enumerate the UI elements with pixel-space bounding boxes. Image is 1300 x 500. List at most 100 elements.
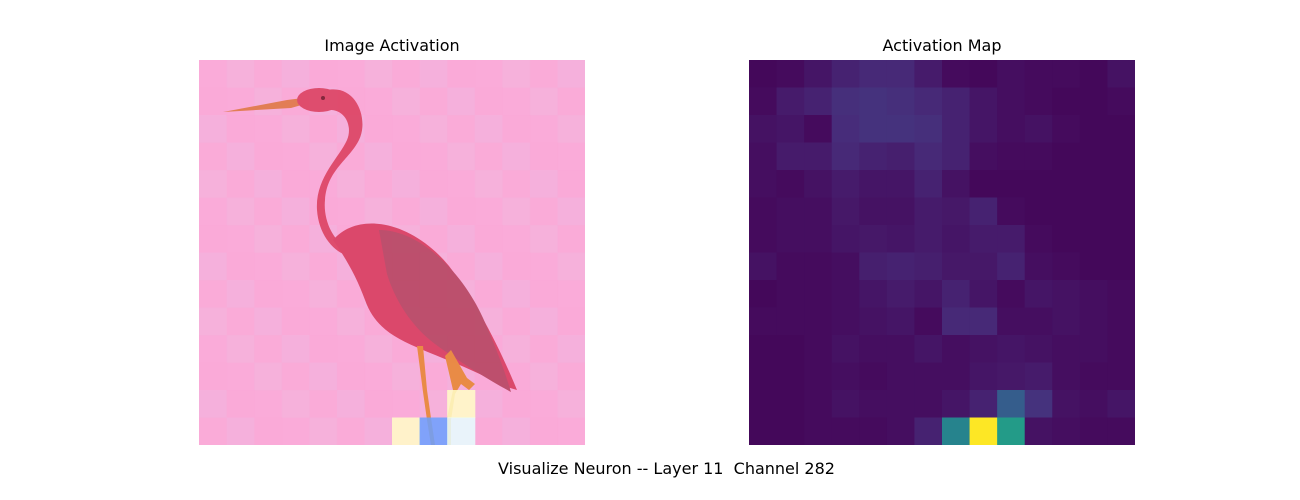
heatmap-cell-r6-c9 [997,225,1026,254]
heatmap-cell-r2-c0 [749,115,778,144]
heatmap-cell-r8-c12 [1079,280,1109,309]
overlay-cell-r11-c2 [254,362,283,391]
heatmap-cell-r10-c11 [1052,335,1081,364]
heatmap-cell-r9-c0 [749,307,778,336]
overlay-cell-r1-c8 [419,87,448,116]
overlay-cell-r7-c11 [502,252,531,281]
overlay-cell-r5-c7 [392,197,421,226]
heatmap-cell-r12-c3 [831,390,860,419]
overlay-cell-r3-c6 [364,142,393,171]
overlay-cell-r5-c13 [557,197,585,226]
heatmap-cell-r10-c8 [969,335,998,364]
heatmap-cell-r1-c4 [859,87,888,116]
overlay-cell-r0-c7 [392,60,421,89]
heatmap-cell-r13-c5 [886,417,916,445]
overlay-cell-r0-c11 [502,60,531,89]
overlay-hotspot-r13-c9 [447,417,476,445]
overlay-cell-r7-c10 [474,252,503,281]
heatmap-cell-r0-c6 [914,60,943,89]
heatmap-cell-r3-c13 [1107,142,1135,171]
heatmap-cell-r8-c13 [1107,280,1135,309]
overlay-cell-r5-c8 [419,197,448,226]
heatmap-cell-r10-c3 [831,335,860,364]
heatmap-cell-r0-c5 [886,60,916,89]
heatmap-cell-r1-c11 [1052,87,1081,116]
overlay-cell-r4-c8 [419,170,448,199]
overlay-cell-r11-c1 [226,362,255,391]
overlay-cell-r8-c10 [474,280,503,309]
overlay-cell-r5-c12 [529,197,559,226]
overlay-cell-r6-c11 [502,225,531,254]
heatmap-cell-r3-c12 [1079,142,1109,171]
heatmap-cell-r11-c8 [969,362,998,391]
overlay-cell-r0-c2 [254,60,283,89]
overlay-cell-r5-c11 [502,197,531,226]
heatmap-cell-r0-c2 [804,60,833,89]
overlay-cell-r8-c0 [199,280,228,309]
overlay-cell-r12-c7 [392,390,421,419]
heatmap-cell-r5-c1 [776,197,805,226]
overlay-cell-r4-c13 [557,170,585,199]
heatmap-cell-r0-c3 [831,60,860,89]
heatmap-cell-r7-c6 [914,252,943,281]
overlay-cell-r13-c6 [364,417,393,445]
heatmap-cell-r11-c2 [804,362,833,391]
overlay-cell-r13-c12 [529,417,559,445]
overlay-cell-r1-c6 [364,87,393,116]
overlay-cell-r6-c0 [199,225,228,254]
heatmap-cell-r10-c5 [886,335,916,364]
heatmap-cell-r6-c6 [914,225,943,254]
heatmap-cell-r8-c5 [886,280,916,309]
image-activation-panel [199,60,585,445]
heatmap-cell-r0-c0 [749,60,778,89]
heatmap-cell-r8-c6 [914,280,943,309]
overlay-cell-r9-c0 [199,307,228,336]
heatmap-cell-r3-c5 [886,142,916,171]
overlay-cell-r1-c10 [474,87,503,116]
heatmap-cell-r1-c8 [969,87,998,116]
figure-suptitle: Visualize Neuron -- Layer 11 Channel 282 [498,459,835,478]
overlay-cell-r3-c11 [502,142,531,171]
heatmap-cell-r6-c8 [969,225,998,254]
heatmap-cell-r2-c3 [831,115,860,144]
overlay-cell-r11-c7 [392,362,421,391]
overlay-cell-r5-c10 [474,197,503,226]
heatmap-cell-r5-c5 [886,197,916,226]
heatmap-cell-r13-c12 [1079,417,1109,445]
heatmap-cell-r5-c13 [1107,197,1135,226]
heatmap-cell-r3-c10 [1024,142,1053,171]
overlay-cell-r10-c11 [502,335,531,364]
overlay-cell-r11-c6 [364,362,393,391]
heatmap-cell-r9-c8 [969,307,998,336]
heatmap-cell-r9-c6 [914,307,943,336]
heatmap-cell-r4-c13 [1107,170,1135,199]
heatmap-cell-r6-c11 [1052,225,1081,254]
heatmap-cell-r12-c5 [886,390,916,419]
heron-eye [321,96,325,100]
overlay-hotspot-r12-c9 [447,390,476,419]
heatmap-cell-r1-c13 [1107,87,1135,116]
heatmap-cell-r7-c13 [1107,252,1135,281]
overlay-cell-r6-c9 [447,225,476,254]
heatmap-cell-r11-c1 [776,362,805,391]
overlay-cell-r2-c3 [281,115,310,144]
heatmap-cell-r8-c7 [942,280,971,309]
overlay-cell-r3-c10 [474,142,503,171]
overlay-cell-r13-c4 [309,417,338,445]
heatmap-cell-r13-c8 [969,417,998,445]
overlay-cell-r3-c9 [447,142,476,171]
heatmap-cell-r9-c9 [997,307,1026,336]
overlay-cell-r12-c2 [254,390,283,419]
overlay-cell-r2-c4 [309,115,338,144]
heatmap-cell-r3-c7 [942,142,971,171]
heatmap-cell-r11-c3 [831,362,860,391]
overlay-cell-r4-c1 [226,170,255,199]
overlay-cell-r11-c3 [281,362,310,391]
heatmap-cell-r0-c8 [969,60,998,89]
overlay-cell-r4-c5 [336,170,366,199]
overlay-cell-r3-c1 [226,142,255,171]
heatmap-cell-r3-c1 [776,142,805,171]
overlay-cell-r12-c13 [557,390,585,419]
overlay-cell-r6-c10 [474,225,503,254]
activation-map-title: Activation Map [882,36,1002,55]
